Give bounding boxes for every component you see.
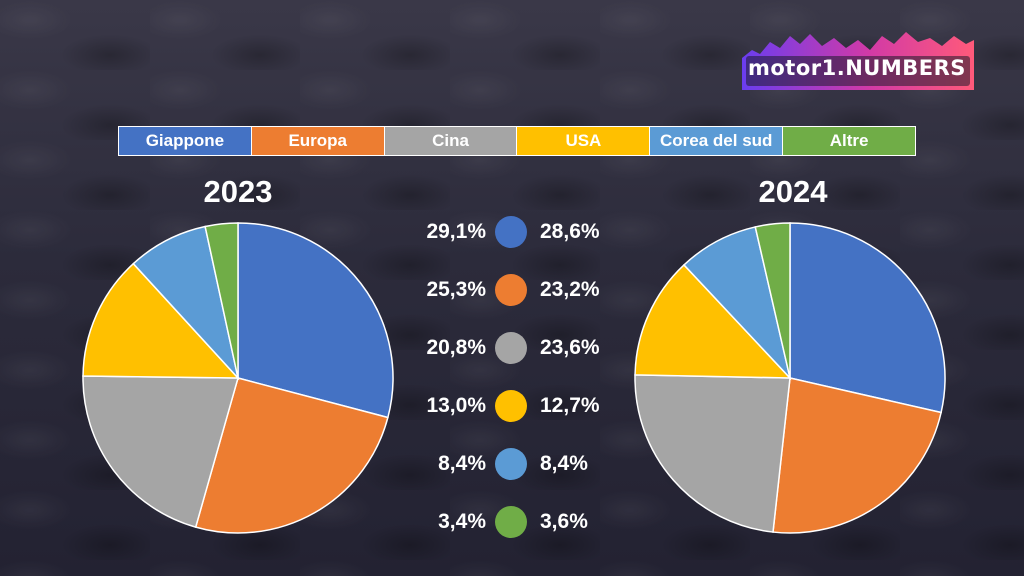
pie-slice-2023-altre	[204, 222, 239, 379]
data-label-2023: 3,4%	[438, 510, 486, 533]
pie-chart-2024	[634, 222, 946, 534]
data-label-2023: 25,3%	[426, 278, 486, 301]
data-label-2024: 3,6%	[540, 510, 588, 533]
value-row-corea-del-sud: 8,4% 8,4%	[400, 446, 624, 486]
data-label-2024: 23,2%	[540, 278, 600, 301]
pie-slice-2023-giappone	[237, 222, 394, 419]
data-label-2023: 8,4%	[438, 452, 486, 475]
data-label-2024: 28,6%	[540, 220, 600, 243]
data-label-2024: 8,4%	[540, 452, 588, 475]
color-dot-giappone	[495, 216, 527, 248]
color-dot-altre	[495, 506, 527, 538]
pie-slice-2024-altre	[754, 222, 791, 379]
value-row-usa: 13,0% 12,7%	[400, 388, 624, 428]
pie-slice-2023-cina	[82, 375, 239, 529]
pie-chart-2023	[82, 222, 394, 534]
legend-item-corea-del-sud: Corea del sud	[650, 127, 784, 155]
legend-item-cina: Cina	[384, 127, 518, 155]
data-label-2024: 23,6%	[540, 336, 600, 359]
legend-item-europa: Europa	[251, 127, 385, 155]
value-row-giappone: 29,1% 28,6%	[400, 214, 624, 254]
pie-slice-2024-europa	[772, 377, 943, 534]
pie-slice-2024-cina	[634, 374, 791, 533]
color-dot-usa	[495, 390, 527, 422]
value-row-cina: 20,8% 23,6%	[400, 330, 624, 370]
motor1-numbers-logo	[742, 32, 974, 90]
pie-slice-2024-giappone	[789, 222, 946, 414]
pie-slice-2023-europa	[194, 377, 389, 534]
legend-item-giappone: Giappone	[119, 127, 252, 155]
color-dot-corea-del-sud	[495, 448, 527, 480]
legend-bar: Giappone Europa Cina USA Corea del sud Altre	[118, 126, 916, 156]
chart-title-2024: 2024	[758, 174, 828, 209]
pie-slice-2023-usa	[82, 262, 240, 379]
value-row-europa: 25,3% 23,2%	[400, 272, 624, 312]
data-label-2023: 13,0%	[426, 394, 486, 417]
color-dot-cina	[495, 332, 527, 364]
data-label-2023: 29,1%	[426, 220, 486, 243]
logo-text: motor1.NUMBERS	[748, 56, 966, 80]
legend-item-usa: USA	[517, 127, 651, 155]
value-row-altre: 3,4% 3,6%	[400, 504, 624, 544]
chart-title-2023: 2023	[203, 174, 273, 209]
logo-band	[746, 56, 970, 86]
color-dot-europa	[495, 274, 527, 306]
data-label-2023: 20,8%	[426, 336, 486, 359]
data-label-2024: 12,7%	[540, 394, 600, 417]
pie-slice-2024-usa	[634, 263, 792, 379]
legend-item-altre: Altre	[783, 127, 915, 155]
